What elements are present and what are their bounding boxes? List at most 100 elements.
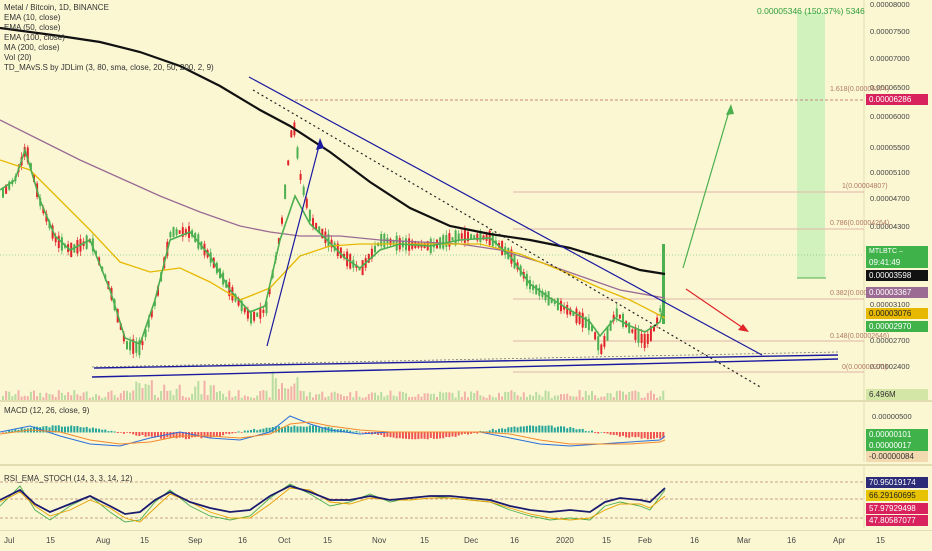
volume-bar bbox=[206, 395, 209, 400]
volume-bar bbox=[163, 384, 166, 400]
candle-body bbox=[153, 301, 156, 306]
volume-bar bbox=[622, 391, 624, 400]
lower-support-line bbox=[91, 358, 839, 378]
macd-hist-bar bbox=[414, 432, 417, 440]
macd-hist-bar bbox=[150, 432, 153, 437]
candle-body bbox=[299, 173, 302, 180]
candle-body bbox=[603, 335, 606, 347]
volume-bar bbox=[578, 390, 581, 400]
price-tag-fib-top: 0.00006286 bbox=[866, 94, 928, 105]
candle-body bbox=[541, 290, 544, 298]
volume-bar bbox=[569, 395, 572, 400]
macd-hist-bar bbox=[126, 432, 128, 433]
fib-0-label: 0(0.00002271) bbox=[842, 364, 888, 371]
volume-bar bbox=[662, 390, 665, 400]
volume-bar bbox=[175, 388, 178, 400]
macd-hist-bar bbox=[448, 432, 451, 438]
macd-hist-bar bbox=[553, 427, 556, 433]
macd-pane[interactable]: MACD (12, 26, close, 9) 0.00000500 0.000… bbox=[0, 402, 932, 462]
candle-body bbox=[268, 287, 271, 295]
candle-body bbox=[284, 184, 287, 199]
legend-ma200: MA (200, close) bbox=[4, 43, 60, 52]
volume-bar bbox=[305, 396, 308, 400]
macd-hist-bar bbox=[355, 431, 358, 433]
macd-hist-bar bbox=[175, 432, 178, 439]
volume-bar bbox=[411, 396, 414, 400]
volume-bar bbox=[535, 391, 538, 400]
macd-chart[interactable] bbox=[0, 402, 932, 462]
time-axis[interactable] bbox=[0, 530, 932, 551]
price-axis-label: 0.00004700 bbox=[870, 194, 910, 203]
volume-bar bbox=[473, 393, 476, 400]
candle-body bbox=[321, 228, 324, 239]
volume-bar bbox=[48, 394, 51, 400]
candle-body bbox=[370, 248, 373, 259]
macd-hist-bar bbox=[51, 425, 54, 433]
macd-hist-bar bbox=[411, 432, 414, 440]
rsi-chart[interactable] bbox=[0, 466, 932, 528]
macd-hist-bar bbox=[76, 425, 79, 433]
pane-separator-2[interactable] bbox=[0, 464, 932, 466]
candle-body bbox=[178, 230, 181, 234]
volume-bar bbox=[8, 391, 11, 400]
volume-bar bbox=[507, 392, 510, 400]
macd-hist-bar bbox=[504, 428, 507, 433]
macd-hist-bar bbox=[460, 432, 463, 435]
volume-bar bbox=[17, 390, 20, 400]
macd-hist-bar bbox=[566, 428, 569, 433]
macd-hist-bar bbox=[293, 425, 296, 433]
volume-bar bbox=[491, 396, 494, 400]
volume-bar bbox=[122, 390, 125, 400]
macd-hist-bar bbox=[349, 430, 352, 433]
volume-bar bbox=[250, 397, 252, 400]
macd-hist-bar bbox=[609, 432, 612, 435]
volume-bar bbox=[525, 396, 528, 400]
chart-title: Metal / Bitcoin, 1D, BINANCE bbox=[4, 3, 109, 12]
volume-bar bbox=[625, 394, 628, 400]
candle-body bbox=[594, 332, 597, 340]
volume-bar bbox=[281, 383, 283, 400]
volume-bar bbox=[544, 390, 547, 400]
macd-hist-bar bbox=[380, 432, 383, 435]
volume-bar bbox=[432, 393, 435, 400]
volume-bar bbox=[256, 395, 259, 400]
rsi-pane[interactable]: RSI_EMA_STOCH (14, 3, 3, 14, 12) 70.9501… bbox=[0, 466, 932, 528]
candle-body bbox=[609, 320, 612, 331]
candle-body bbox=[600, 344, 603, 354]
legend-ema10: EMA (10, close) bbox=[4, 13, 61, 22]
macd-hist-bar bbox=[240, 432, 243, 433]
pane-separator-1[interactable] bbox=[0, 400, 932, 402]
down-arrow-red bbox=[685, 288, 749, 332]
fib-786-label: 0.786(0.00004264) bbox=[830, 220, 890, 227]
macd-hist-bar bbox=[70, 425, 73, 433]
candle-body bbox=[569, 308, 572, 315]
macd-hist-bar bbox=[60, 426, 63, 433]
volume-bar bbox=[460, 396, 463, 400]
volume-bar bbox=[147, 385, 150, 400]
candle-body bbox=[649, 326, 652, 341]
volume-bar bbox=[457, 390, 460, 400]
macd-hist-bar bbox=[296, 426, 299, 433]
time-axis-label: Nov bbox=[372, 536, 387, 545]
macd-hist-bar bbox=[429, 432, 432, 438]
volume-bar bbox=[138, 383, 141, 400]
volume-bar bbox=[339, 394, 342, 400]
candle-body bbox=[556, 298, 559, 311]
macd-hist-bar bbox=[339, 428, 342, 433]
volume-bar bbox=[54, 396, 57, 400]
macd-hist-bar bbox=[67, 426, 70, 433]
macd-hist-bar bbox=[631, 432, 634, 437]
volume-bar bbox=[603, 396, 606, 400]
macd-hist-bar bbox=[98, 428, 101, 433]
price-chart[interactable]: 0.00008000 0.00007500 0.00007000 0.00006500… bbox=[0, 0, 932, 400]
volume-bar bbox=[364, 397, 367, 400]
macd-hist-bar bbox=[470, 432, 473, 434]
volume-bar bbox=[519, 396, 522, 400]
volume-bar bbox=[299, 390, 302, 400]
fib-148-label: 0.148(0.00002646) bbox=[830, 333, 890, 340]
volume-bar bbox=[67, 392, 70, 400]
volume-bar bbox=[370, 392, 373, 400]
main-chart-pane[interactable]: 0.00008000 0.00007500 0.00007000 0.00006500… bbox=[0, 0, 932, 400]
support-dotted-line bbox=[91, 351, 839, 368]
time-axis-label: 15 bbox=[46, 536, 55, 545]
